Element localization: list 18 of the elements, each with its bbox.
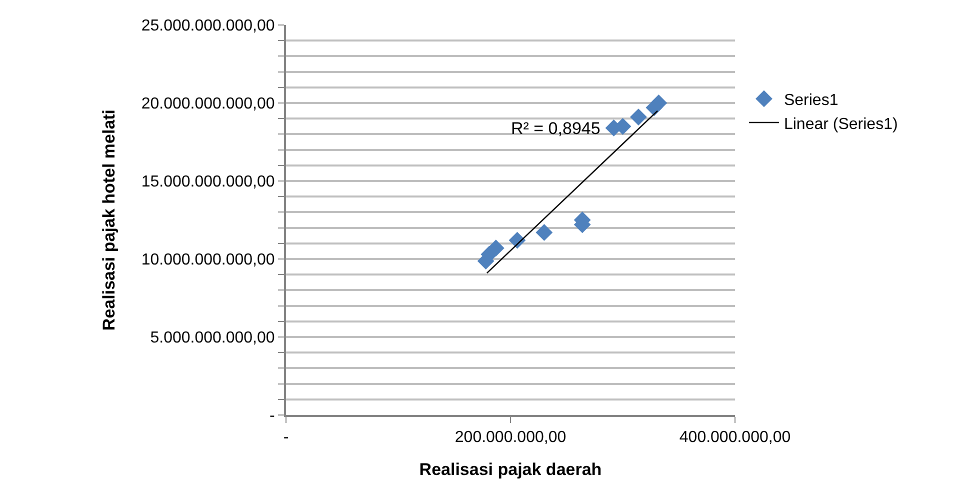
- legend-label: Series1: [784, 92, 838, 109]
- y-tick-label: 5.000.000.000,00: [150, 330, 275, 347]
- x-axis-title: Realisasi pajak daerah: [419, 460, 602, 480]
- x-tick-label: 200.000.000,00: [454, 429, 566, 446]
- annotation: R² = 0,8945: [511, 119, 600, 138]
- y-tick-label: 25.000.000.000,00: [141, 18, 275, 35]
- y-tick-label: -: [269, 408, 275, 425]
- y-axis-title: Realisasi pajak hotel melati: [99, 109, 118, 331]
- point: [536, 224, 553, 241]
- y-tick-label: 10.000.000.000,00: [141, 252, 275, 269]
- point: [630, 108, 647, 126]
- x-tick-label: 400.000.000,00: [679, 429, 791, 446]
- point: [650, 94, 668, 112]
- point: [487, 240, 504, 257]
- legend-label: Linear (Series1): [784, 116, 898, 133]
- y-tick-label: 20.000.000.000,00: [141, 96, 275, 113]
- x-tick-label: -: [283, 429, 289, 446]
- y-tick-label: 15.000.000.000,00: [141, 174, 275, 191]
